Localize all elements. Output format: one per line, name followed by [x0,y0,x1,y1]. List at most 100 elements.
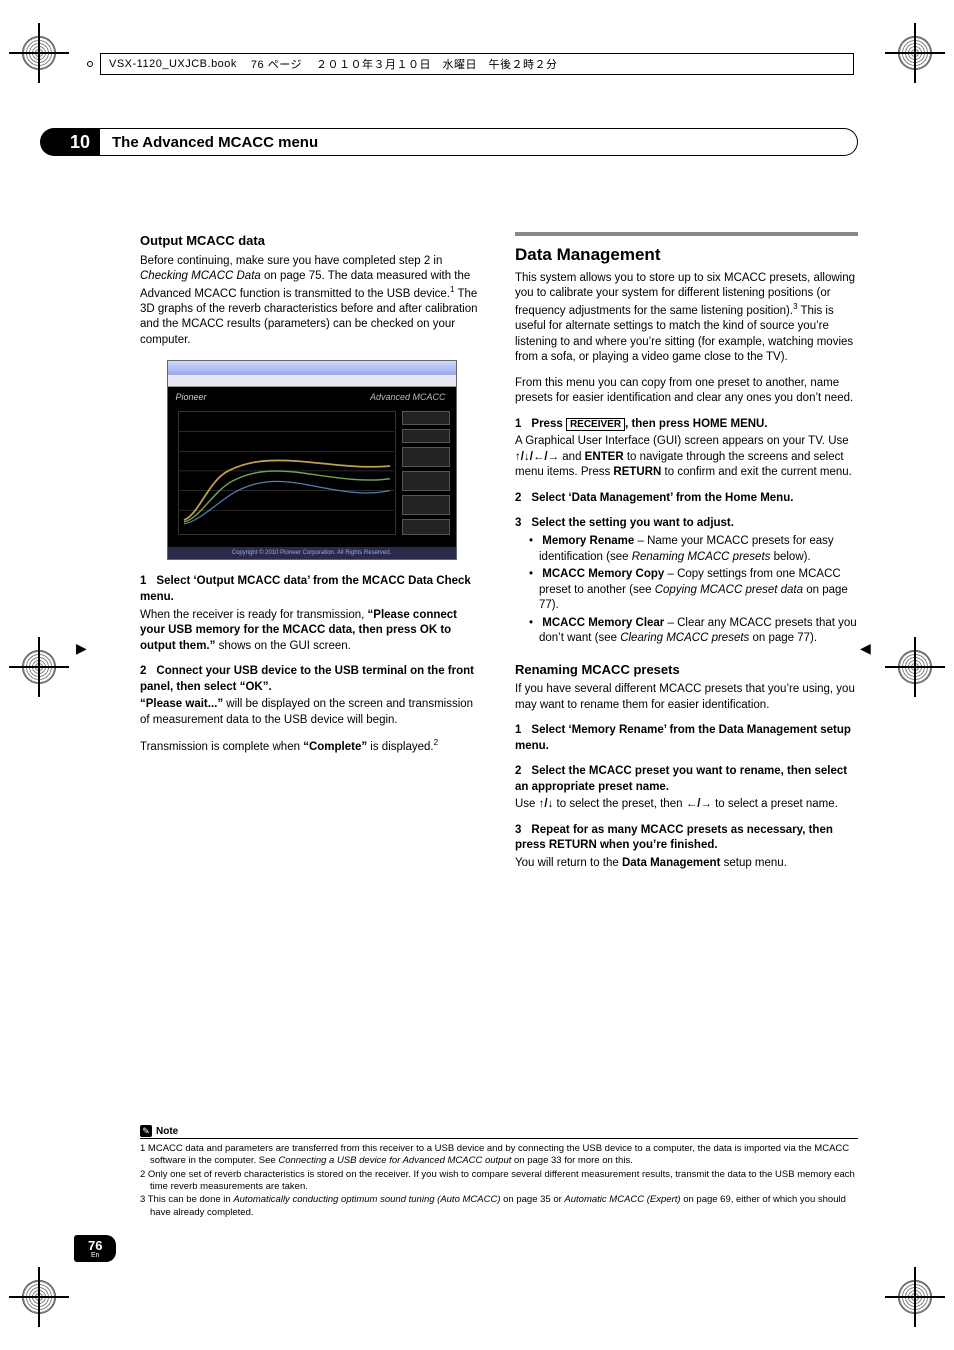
chapter-header: 10 The Advanced MCACC menu [96,128,858,156]
binder-hole-icon [87,61,93,67]
dm-step-1-body: A Graphical User Interface (GUI) screen … [515,434,858,481]
text-italic: Clearing MCACC presets [620,632,749,644]
text: to select a preset name. [712,798,838,810]
text: below). [770,551,810,563]
text-italic: Copying MCACC preset data [655,584,803,596]
step-number: 2 [140,665,146,677]
screenshot-label: Advanced MCACC [370,391,446,403]
fold-mark-icon: ◀ [860,640,878,654]
arrow-keys: ←/→ [686,798,712,810]
left-step-2: 2Connect your USB device to the USB term… [140,664,483,695]
para-intro: Before continuing, make sure you have co… [140,254,483,349]
book-header-bar: VSX-1120_UXJCB.book 76 ページ ２０１０年３月１０日 水曜… [100,53,854,75]
text: setup menu. [720,857,786,869]
text-bold: “Complete” [303,741,367,753]
rename-step-3-body: You will return to the Data Management s… [515,856,858,872]
page-number: 76 [88,1238,102,1253]
left-step-2-body-b: Transmission is complete when “Complete”… [140,738,483,755]
enter-key: ENTER [585,451,624,463]
step-title: Connect your USB device to the USB termi… [140,665,474,693]
subsection-renaming: Renaming MCACC presets [515,661,858,679]
renaming-intro: If you have several different MCACC pres… [515,682,858,713]
step-title: Select ‘Output MCACC data’ from the MCAC… [140,575,471,603]
book-page-jp: 76 ページ [251,56,302,72]
chapter-title: The Advanced MCACC menu [100,128,858,156]
arrow-keys: ↑/↓ [539,798,554,810]
crop-mark-icon [22,1280,56,1314]
text: on page 35 or [501,1194,565,1205]
step-number: 2 [515,492,521,504]
dm-step-3: 3 Select the setting you want to adjust. [515,516,858,532]
text-bold: MCACC Memory Copy [542,568,664,580]
text: You will return to the [515,857,622,869]
step-number: 2 [515,765,521,777]
text-bold: “Please wait...” [140,698,223,710]
section-rule [515,232,858,236]
page-lang: En [88,1252,102,1259]
text: 3 This can be done in [140,1194,233,1205]
text-bold: Data Management [622,857,720,869]
crop-mark-icon [898,36,932,70]
text-italic: Renaming MCACC presets [632,551,771,563]
arrow-keys: ↑/↓/←/→ [515,451,559,463]
step-title: Select the setting you want to adjust. [531,517,734,529]
text: to select the preset, then [553,798,685,810]
step-title: Press RECEIVER, then press HOME MENU. [531,418,767,430]
text: on page 77). [749,632,817,644]
rename-step-3: 3Repeat for as many MCACC presets as nec… [515,823,858,854]
section-output-mcacc: Output MCACC data [140,232,483,250]
text-italic: Connecting a USB device for Advanced MCA… [278,1155,511,1166]
footnote-2: 2 Only one set of reverb characteristics… [140,1169,858,1194]
step-title: Select ‘Memory Rename’ from the Data Man… [515,724,851,752]
text-italic: Automatically conducting optimum sound t… [233,1194,500,1205]
screenshot-status: Copyright © 2010 Pioneer Corporation. Al… [168,547,456,559]
step-number: 1 [515,418,521,430]
bullet-memory-copy: MCACC Memory Copy – Copy settings from o… [529,567,858,614]
note-icon: ✎ [140,1125,152,1137]
crop-mark-icon [22,650,56,684]
footnotes: ✎ Note 1 MCACC data and parameters are tr… [140,1125,858,1220]
step-number: 1 [140,575,146,587]
left-step-1: 1Select ‘Output MCACC data’ from the MCA… [140,574,483,605]
left-step-1-body: When the receiver is ready for transmiss… [140,608,483,655]
step-title: Repeat for as many MCACC presets as nece… [515,824,833,852]
footnote-ref-2: 2 [434,738,438,747]
left-column: Output MCACC data Before continuing, mak… [140,232,483,1100]
text: When the receiver is ready for transmiss… [140,609,368,621]
text-bold: Memory Rename [542,535,634,547]
text: , then press HOME MENU. [625,418,768,430]
text-italic: Checking MCACC Data [140,270,261,282]
note-rule [140,1138,858,1139]
fold-mark-icon: ▶ [76,640,94,654]
text: is displayed. [367,741,433,753]
screenshot-graph [178,411,396,535]
page-number-badge: 76 En [74,1235,116,1262]
text: Transmission is complete when [140,741,303,753]
text: and [559,451,585,463]
text: Before continuing, make sure you have co… [140,255,442,267]
text: shows on the GUI screen. [215,640,351,652]
text-italic: Automatic MCACC (Expert) [564,1194,680,1205]
rename-step-1: 1Select ‘Memory Rename’ from the Data Ma… [515,723,858,754]
reverb-curve-icon [179,412,395,530]
right-column: Data Management This system allows you t… [515,232,858,1100]
body-columns: Output MCACC data Before continuing, mak… [140,232,858,1100]
note-label: Note [156,1126,178,1137]
step-title: Select the MCACC preset you want to rena… [515,765,847,793]
step-number: 3 [515,824,521,836]
bullet-memory-rename: Memory Rename – Name your MCACC presets … [529,534,858,565]
text: to confirm and exit the current menu. [661,466,851,478]
crop-mark-icon [22,36,56,70]
rename-step-2: 2Select the MCACC preset you want to ren… [515,764,858,795]
dm-step-2: 2Select ‘Data Management’ from the Home … [515,491,858,507]
footnote-1: 1 MCACC data and parameters are transfer… [140,1143,858,1168]
left-step-2-body-a: “Please wait...” will be displayed on th… [140,697,483,728]
rename-step-2-body: Use ↑/↓ to select the preset, then ←/→ t… [515,797,858,813]
footnote-3: 3 This can be done in Automatically cond… [140,1194,858,1219]
text: Use [515,798,539,810]
step-number: 3 [515,517,521,529]
text: Press [531,418,566,430]
crop-mark-icon [898,650,932,684]
dm-step-1: 1 Press RECEIVER, then press HOME MENU. [515,417,858,433]
text-bold: MCACC Memory Clear [542,617,664,629]
